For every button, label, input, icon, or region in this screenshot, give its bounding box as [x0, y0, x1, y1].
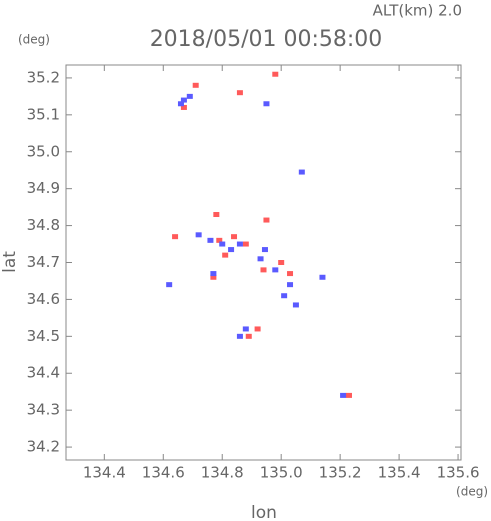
point	[195, 232, 202, 238]
x-tick-label: 134.4	[83, 464, 126, 482]
point	[340, 392, 347, 398]
x-tick-label: 135.6	[437, 464, 480, 482]
point	[272, 71, 279, 77]
point	[210, 274, 217, 280]
point	[254, 326, 261, 332]
point	[210, 271, 217, 277]
point	[213, 212, 220, 218]
point	[263, 101, 270, 107]
point	[222, 252, 229, 258]
point	[345, 392, 352, 398]
y-tick-label: 35.1	[27, 105, 60, 123]
point	[180, 104, 187, 110]
x-unit: (deg)	[456, 485, 488, 499]
point	[319, 274, 326, 280]
point	[231, 234, 238, 240]
chart-title: 2018/05/01 00:58:00	[150, 27, 383, 52]
point	[207, 237, 214, 243]
x-tick-label: 134.6	[142, 464, 185, 482]
plot-frame	[65, 64, 462, 461]
point	[177, 101, 184, 107]
point	[236, 90, 243, 96]
point	[263, 217, 270, 223]
point	[236, 241, 243, 247]
point	[236, 333, 243, 339]
y-unit: (deg)	[18, 33, 50, 47]
x-tick-label: 134.8	[201, 464, 244, 482]
point	[260, 267, 267, 273]
point	[298, 169, 305, 175]
point	[292, 302, 299, 308]
y-tick-label: 34.7	[27, 253, 60, 271]
x-tick-label: 135.0	[260, 464, 303, 482]
point	[261, 247, 268, 253]
y-tick-label: 34.4	[27, 364, 60, 382]
y-tick-label: 34.6	[27, 290, 60, 308]
point	[257, 256, 264, 262]
y-tick-label: 34.3	[27, 401, 60, 419]
point	[287, 271, 294, 277]
y-tick-label: 34.5	[27, 327, 60, 345]
point	[228, 247, 235, 253]
point	[242, 241, 249, 247]
y-tick-label: 34.2	[27, 438, 60, 456]
x-tick-label: 135.2	[319, 464, 362, 482]
point	[180, 97, 187, 103]
subtitle: ALT(km) 2.0	[373, 2, 462, 20]
y-tick-label: 35.0	[27, 142, 60, 160]
point	[166, 282, 173, 288]
point	[278, 260, 285, 265]
point	[281, 293, 288, 299]
point	[216, 237, 223, 243]
point	[186, 93, 193, 99]
point	[272, 267, 279, 273]
y-tick-label: 35.2	[27, 68, 60, 86]
y-tick-label: 34.9	[27, 179, 60, 197]
x-tick-label: 135.4	[378, 464, 421, 482]
point	[242, 326, 249, 332]
point	[172, 234, 179, 240]
point	[287, 282, 294, 288]
y-axis-label: lat	[0, 251, 20, 273]
point	[245, 333, 252, 339]
point	[219, 241, 226, 247]
y-tick-label: 34.8	[27, 216, 60, 234]
x-axis-label: lon	[251, 503, 277, 521]
point	[192, 82, 199, 88]
